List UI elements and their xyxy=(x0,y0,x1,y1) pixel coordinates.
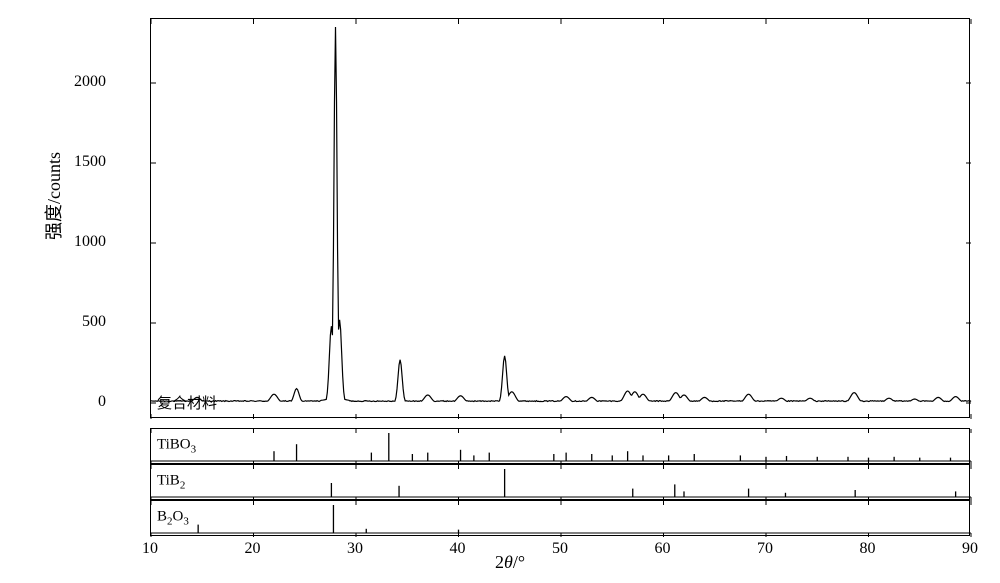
ref-label-tibo3: TiBO3 xyxy=(157,437,196,456)
x-tick-label: 30 xyxy=(347,540,363,558)
x-tick-label: 50 xyxy=(552,540,568,558)
y-tick-label: 2000 xyxy=(74,73,106,91)
x-tick-label: 90 xyxy=(962,540,978,558)
reference-strip-b2o3: B2O3 xyxy=(150,500,970,536)
x-tick-label: 10 xyxy=(142,540,158,558)
sample-label: 复合材料 xyxy=(157,392,217,413)
x-tick-label: 20 xyxy=(245,540,261,558)
x-tick-label: 40 xyxy=(450,540,466,558)
y-tick-label: 0 xyxy=(98,393,106,411)
y-tick-label: 500 xyxy=(82,313,106,331)
ref-svg-tib2 xyxy=(151,465,971,501)
reference-strip-tib2: TiB2 xyxy=(150,464,970,500)
x-tick-label: 60 xyxy=(655,540,671,558)
main-xrd-plot: 复合材料 xyxy=(150,18,970,418)
x-axis-label: 2θ/° xyxy=(495,552,525,573)
y-tick-label: 1500 xyxy=(74,153,106,171)
ref-svg-tibo3 xyxy=(151,429,971,465)
ref-label-tib2: TiB2 xyxy=(157,473,185,492)
x-tick-labels: 102030405060708090 xyxy=(150,540,970,560)
y-axis-label: 强度/counts xyxy=(40,152,66,240)
ref-svg-b2o3 xyxy=(151,501,971,537)
reference-strip-tibo3: TiBO3 xyxy=(150,428,970,464)
x-tick-label: 80 xyxy=(860,540,876,558)
xrd-pattern-svg xyxy=(151,19,971,419)
x-tick-label: 70 xyxy=(757,540,773,558)
ref-label-b2o3: B2O3 xyxy=(157,509,189,528)
y-tick-label: 1000 xyxy=(74,233,106,251)
chart-frame: 强度/counts 复合材料 0 500 1000 1500 2000 TiBO3 Ti… xyxy=(30,10,990,575)
